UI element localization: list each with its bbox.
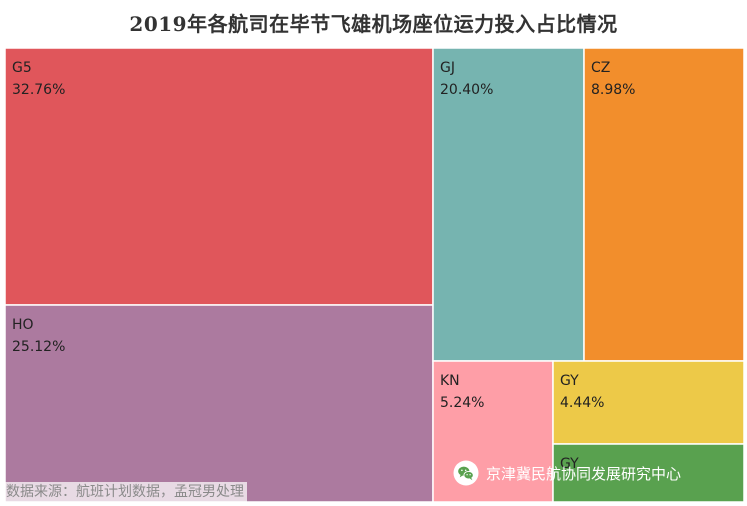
tile-name-ho-1: HO — [12, 317, 34, 333]
wechat-icon — [453, 460, 479, 486]
tile-name-gy-5: GY — [560, 373, 579, 389]
watermark: 京津冀民航协同发展研究中心 — [453, 460, 681, 486]
tile-gy-6 — [552, 443, 745, 503]
tile-kn-4 — [432, 360, 554, 503]
tile-value-g5-0: 32.76% — [12, 82, 65, 98]
tile-cz-3 — [583, 47, 745, 362]
watermark-text: 京津冀民航协同发展研究中心 — [486, 464, 682, 483]
tile-ho-1 — [4, 304, 434, 503]
tile-value-cz-3: 8.98% — [591, 82, 635, 98]
tile-gj-2 — [432, 47, 585, 362]
tile-name-gy-6: GY — [560, 456, 579, 472]
chart-title: 2019年各航司在毕节飞雄机场座位运力投入占比情况 — [129, 12, 618, 36]
source-note: 数据来源：航班计划数据，孟冠男处理 — [5, 482, 247, 502]
tile-g5-0 — [4, 47, 434, 306]
tile-name-g5-0: G5 — [12, 60, 32, 76]
tile-name-gj-2: GJ — [440, 60, 455, 76]
tile-value-gy-5: 4.44% — [560, 395, 604, 411]
tile-name-kn-4: KN — [440, 373, 460, 389]
tile-value-gj-2: 20.40% — [440, 82, 493, 98]
tile-value-ho-1: 25.12% — [12, 339, 65, 355]
tile-name-cz-3: CZ — [591, 60, 610, 76]
tile-value-kn-4: 5.24% — [440, 395, 484, 411]
